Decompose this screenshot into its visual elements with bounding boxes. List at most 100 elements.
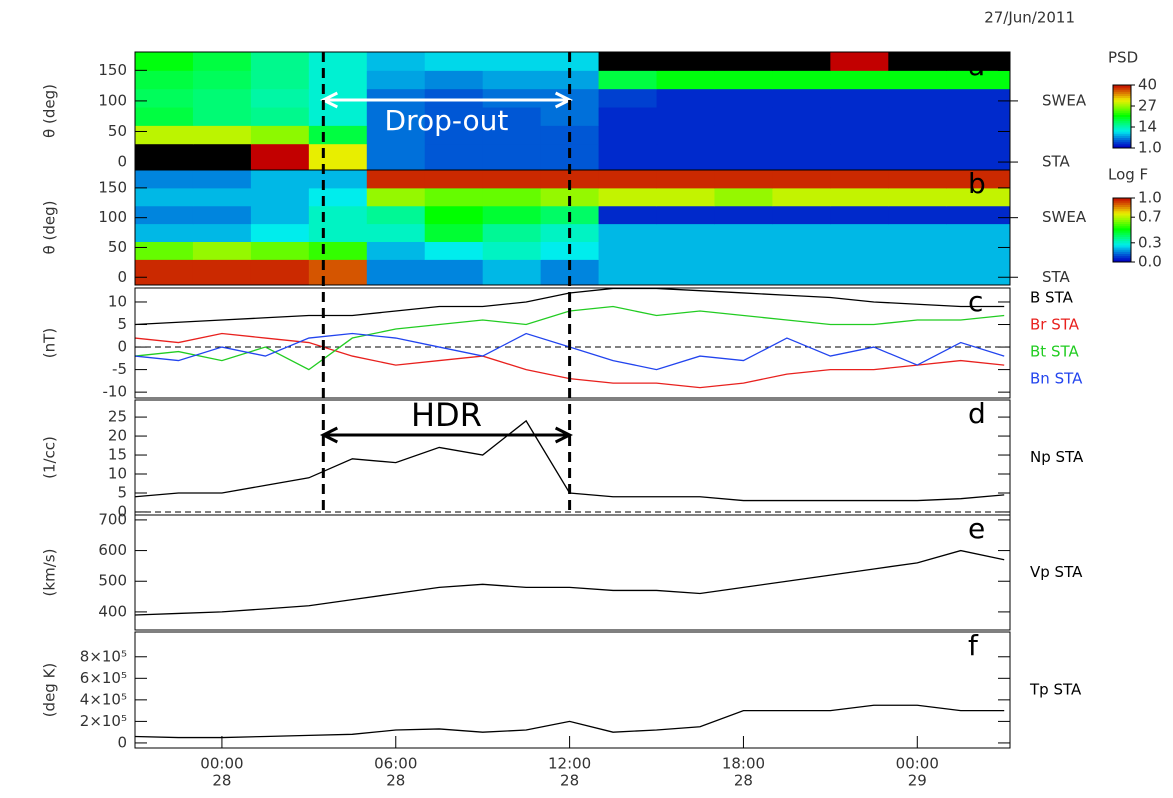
heatmap-cell xyxy=(888,187,947,207)
heatmap-cell xyxy=(482,125,542,145)
colorbar-swatch xyxy=(1113,238,1131,242)
series-label: Br STA xyxy=(1030,316,1080,334)
heatmap-cell xyxy=(192,223,252,243)
y2-tick-label: SWEA xyxy=(1042,208,1087,226)
heatmap-cell xyxy=(598,52,658,71)
heatmap-cell xyxy=(888,125,947,145)
colorbar-swatch xyxy=(1113,206,1131,210)
colorbar-swatch xyxy=(1113,255,1131,259)
colorbar-swatch xyxy=(1113,103,1131,107)
heatmap-cell xyxy=(946,52,1011,71)
heatmap-cell xyxy=(135,205,194,225)
colorbar-swatch xyxy=(1113,122,1131,126)
heatmap-cell xyxy=(888,170,947,189)
heatmap-cell xyxy=(830,143,889,171)
panel-frame xyxy=(134,514,1011,631)
heatmap-cell xyxy=(598,170,658,189)
y2-tick-label: STA xyxy=(1042,153,1071,171)
heatmap-cell xyxy=(772,187,831,207)
y-tick-label: 100 xyxy=(98,91,127,109)
heatmap-cell xyxy=(308,107,368,126)
heatmap-cell xyxy=(250,88,310,108)
date: 27/Jun/2011 xyxy=(984,9,1075,27)
panel-letter: d xyxy=(968,397,986,430)
heatmap-cell xyxy=(598,125,658,145)
y-tick-label: 10 xyxy=(108,292,127,310)
heatmap-cell xyxy=(424,259,484,286)
heatmap-cell xyxy=(888,223,947,243)
annotation-text: Drop-out xyxy=(385,104,509,137)
heatmap-cell xyxy=(946,143,1011,171)
colorbar-swatch xyxy=(1113,200,1131,203)
heatmap-cell xyxy=(192,259,252,286)
colorbar-swatch xyxy=(1113,131,1131,134)
heatmap-cell xyxy=(946,259,1011,286)
colorbar-frame xyxy=(1112,84,1132,149)
y-tick-label: 25 xyxy=(108,408,127,426)
heatmap-cell xyxy=(598,223,658,243)
heatmap-cell xyxy=(772,241,831,260)
heatmap-cell xyxy=(656,205,715,225)
colorbar-swatch xyxy=(1113,247,1131,250)
heatmap-cell xyxy=(598,143,658,171)
heatmap-cell xyxy=(830,223,889,243)
heatmap-cell xyxy=(250,205,310,225)
heatmap-cell xyxy=(656,107,715,126)
colorbar-tick-label: 1.0 xyxy=(1138,139,1162,157)
x-tick-day: 28 xyxy=(386,772,405,790)
heatmap-cell xyxy=(135,107,194,126)
heatmap-cell xyxy=(772,88,831,108)
heatmap-cell xyxy=(772,205,831,225)
y-tick-label: 150 xyxy=(98,178,127,196)
heatmap-cell xyxy=(135,241,194,260)
heatmap-cell xyxy=(366,241,426,260)
heatmap-cell xyxy=(598,187,658,207)
colorbar-tick-label: 14 xyxy=(1138,118,1157,136)
colorbar-swatch xyxy=(1113,208,1131,212)
heatmap-cell xyxy=(830,241,889,260)
panel-frame xyxy=(134,287,1011,399)
colorbar-swatch xyxy=(1113,223,1131,227)
x-tick-day: 29 xyxy=(908,772,927,790)
heatmap-cell xyxy=(482,187,542,207)
heatmap-cell xyxy=(250,241,310,260)
heatmap-cell xyxy=(366,125,426,145)
series-label: Bt STA xyxy=(1030,343,1079,361)
panel-letter: f xyxy=(968,629,979,662)
heatmap-cell xyxy=(366,70,426,90)
heatmap-cell xyxy=(482,70,542,90)
colorbar-swatch xyxy=(1113,143,1131,147)
colorbar-tick-label: 27 xyxy=(1138,97,1157,115)
colorbar-swatch xyxy=(1113,215,1131,218)
panel-frame xyxy=(134,631,1011,749)
heatmap-cell xyxy=(888,70,947,90)
heatmap-cell xyxy=(714,88,773,108)
heatmap-cell xyxy=(192,170,252,189)
arrow-head xyxy=(319,426,573,444)
colorbar-swatch xyxy=(1113,120,1131,124)
heatmap-cell xyxy=(888,88,947,108)
data-line xyxy=(134,549,1005,616)
heatmap-cell xyxy=(308,88,368,108)
heatmap-cell xyxy=(946,125,1011,145)
heatmap-cell xyxy=(772,223,831,243)
x-tick-label: 00:00 xyxy=(200,755,243,773)
colorbar-swatch xyxy=(1113,124,1131,128)
y-tick-label: 0 xyxy=(117,153,127,171)
y-axis-label: (deg K) xyxy=(41,663,59,718)
heatmap-cell xyxy=(772,125,831,145)
heatmap-cell xyxy=(308,170,368,189)
heatmap-cell xyxy=(366,143,426,171)
heatmap-cell xyxy=(598,107,658,126)
y-tick-label: 8×10⁵ xyxy=(80,647,127,665)
colorbar-swatch xyxy=(1113,227,1131,231)
heatmap-cell xyxy=(656,241,715,260)
heatmap-cell xyxy=(540,170,600,189)
heatmap-cell xyxy=(772,259,831,286)
heatmap-cell xyxy=(192,125,252,145)
heatmap-cell xyxy=(888,52,947,71)
heatmap-cell xyxy=(192,88,252,108)
y-tick-label: 600 xyxy=(98,541,127,559)
colorbar-swatch xyxy=(1113,129,1131,132)
